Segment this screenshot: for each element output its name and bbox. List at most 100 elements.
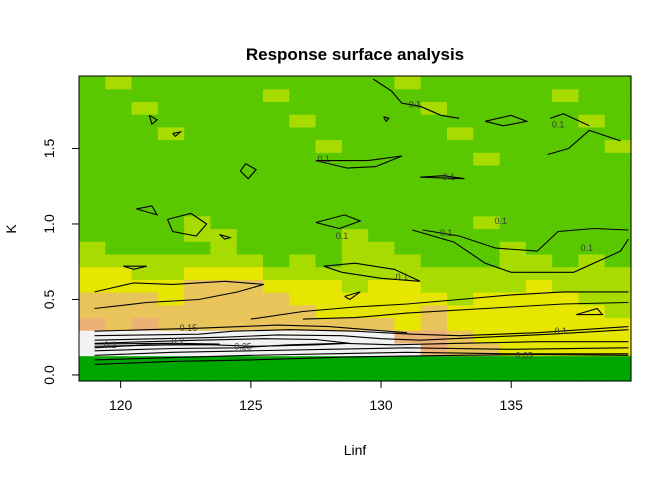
heat-cell (157, 76, 185, 90)
heat-cell (499, 304, 527, 319)
heat-cell (394, 152, 422, 166)
heat-cell (420, 114, 448, 128)
heat-cell (552, 215, 580, 230)
contour-line (219, 233, 232, 240)
heat-cell (105, 203, 133, 217)
heat-cell (289, 139, 317, 153)
heat-cell (105, 126, 133, 141)
contour-label: 0.1 (318, 154, 331, 164)
heat-cell (263, 215, 290, 230)
heat-cell (79, 355, 106, 369)
heat-cell (341, 139, 369, 153)
heat-cell (394, 266, 422, 280)
heat-cell (157, 190, 185, 204)
heat-cell (499, 241, 527, 255)
heat-cell (105, 241, 133, 255)
heat-cell (525, 101, 553, 115)
heat-cell (604, 126, 632, 141)
heat-cell (79, 114, 106, 128)
heat-cell (263, 368, 290, 382)
heat-cell (210, 342, 238, 357)
heat-cell (394, 164, 422, 179)
heat-cell (157, 355, 185, 369)
heat-cell (184, 177, 212, 191)
contour-line (412, 229, 629, 273)
heat-cell (184, 190, 212, 204)
heat-cell (79, 279, 106, 293)
heat-cell (447, 279, 474, 293)
heat-cell (210, 139, 238, 153)
heat-cell (552, 279, 580, 293)
heat-cell (578, 279, 606, 293)
heat-cell (105, 177, 133, 191)
heat-cell (289, 76, 317, 90)
heat-cell (315, 101, 343, 115)
contour-line (547, 129, 621, 156)
heat-cell (447, 355, 474, 369)
heat-cell (236, 126, 264, 141)
heat-cell (131, 76, 159, 90)
heat-cell (604, 228, 632, 242)
heat-cell (499, 253, 527, 268)
heat-cell (447, 190, 474, 204)
heat-cell (79, 304, 106, 319)
heat-cell (289, 330, 317, 344)
heat-cell (289, 101, 317, 115)
contour-label: 0.1 (409, 100, 422, 110)
heat-cell (315, 228, 343, 242)
heat-cell (263, 126, 290, 141)
heat-cell (236, 88, 264, 103)
heat-cell (263, 253, 290, 268)
heat-cell (525, 342, 553, 357)
heat-cell (210, 190, 238, 204)
heat-cell (473, 266, 501, 280)
heat-cell (499, 228, 527, 242)
heat-cell (184, 126, 212, 141)
contour-line (250, 291, 629, 320)
x-tick-label: 130 (369, 397, 393, 413)
heat-cell (184, 139, 212, 153)
heat-cell (79, 253, 106, 268)
heat-cell (604, 253, 632, 268)
heat-cell (525, 330, 553, 344)
contour-line (323, 262, 421, 282)
heat-cell (315, 203, 343, 217)
heat-cell (447, 317, 474, 331)
heat-cell (368, 292, 396, 306)
contour-line (422, 227, 629, 252)
heat-cell (420, 203, 448, 217)
heat-cell (447, 203, 474, 217)
heat-cell (289, 215, 317, 230)
heat-cell (210, 355, 238, 369)
heat-cell (236, 253, 264, 268)
chart-title: Response surface analysis (246, 45, 464, 64)
heat-cell (499, 266, 527, 280)
heat-cell (79, 241, 106, 255)
heat-cell (131, 114, 159, 128)
heat-cell (525, 292, 553, 306)
heat-cell (525, 266, 553, 280)
heat-cell (578, 152, 606, 166)
heat-cell (315, 215, 343, 230)
heat-cell (368, 101, 396, 115)
heat-cell (578, 228, 606, 242)
heat-cell (447, 368, 474, 382)
heat-cell (263, 190, 290, 204)
heat-cell (473, 76, 501, 90)
heat-cell (420, 76, 448, 90)
heat-cell (473, 355, 501, 369)
heat-cell (394, 279, 422, 293)
heat-cell (236, 292, 264, 306)
heat-cell (131, 304, 159, 319)
heat-cell (420, 342, 448, 357)
contour-line (148, 114, 159, 126)
heat-cell (315, 241, 343, 255)
heat-cell (525, 152, 553, 166)
heat-cell (263, 279, 290, 293)
heat-cell (578, 317, 606, 331)
heat-cell (499, 215, 527, 230)
contour-lines (94, 78, 629, 365)
heat-cell (184, 76, 212, 90)
heat-cell (131, 164, 159, 179)
heat-cell (499, 114, 527, 128)
